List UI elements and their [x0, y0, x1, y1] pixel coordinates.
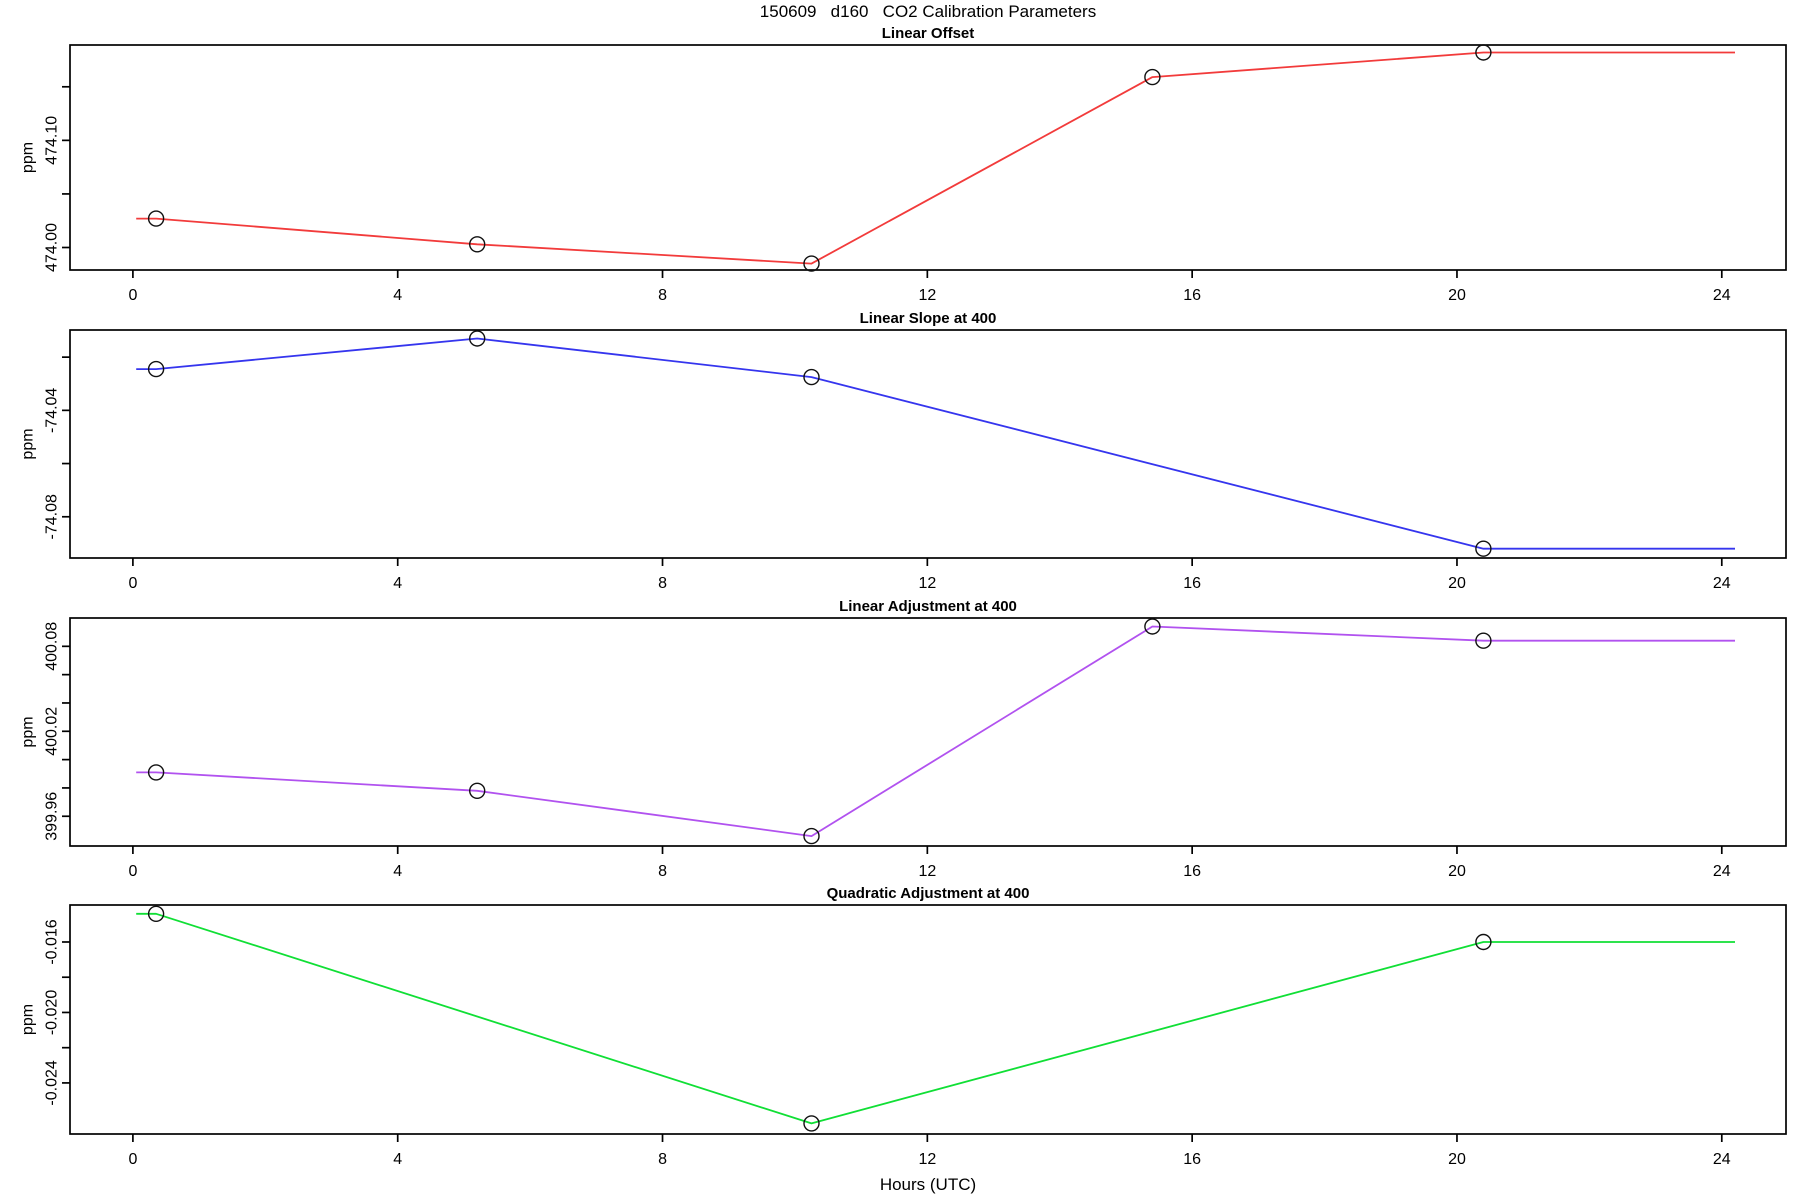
x-tick-label: 16: [1183, 287, 1201, 304]
data-point: [1475, 933, 1492, 951]
y-axis-unit-label: ppm: [20, 1004, 37, 1035]
x-tick-label: 4: [393, 1151, 402, 1168]
x-tick-label: 4: [393, 575, 402, 592]
data-point: [1475, 632, 1492, 649]
data-line: [136, 51, 1735, 265]
x-tick-label: 8: [658, 575, 667, 592]
data-point: [1144, 68, 1161, 86]
x-tick-label: 4: [393, 863, 402, 880]
y-tick-label: -0.024: [44, 1060, 61, 1105]
x-tick-label: 4: [393, 287, 402, 304]
y-tick-label: -74.04: [44, 388, 61, 433]
data-point: [803, 255, 820, 272]
figure-title: 150609 d160 CO2 Calibration Parameters: [760, 2, 1096, 21]
x-tick-label: 20: [1448, 1151, 1466, 1168]
x-tick-label: 0: [128, 287, 137, 304]
y-axis-unit-label: ppm: [20, 142, 37, 173]
panel-1: Linear Offset 474.00 474.10 ppm 0 4 8 12 16 20 24: [20, 25, 1787, 304]
data-line: [136, 625, 1735, 837]
data-point: [469, 330, 486, 347]
panel-box: [69, 44, 1787, 271]
data-point: [1144, 618, 1161, 635]
data-point: [803, 368, 820, 386]
y-axis-unit-label: ppm: [20, 428, 37, 459]
data-point: [1475, 540, 1492, 557]
y-tick-label: 474.10: [44, 116, 61, 165]
x-tick-label: 8: [658, 863, 667, 880]
x-tick-label: 20: [1448, 863, 1466, 880]
y-tick-label: 474.00: [44, 223, 61, 272]
panel-box: [69, 617, 1787, 847]
panel-title: Linear Offset: [882, 25, 975, 42]
x-tick-label: 16: [1183, 1151, 1201, 1168]
data-point: [147, 210, 165, 227]
x-tick-label: 8: [658, 287, 667, 304]
data-point: [469, 782, 486, 799]
y-tick-label: 399.96: [44, 792, 61, 841]
data-line: [136, 912, 1735, 1125]
data-line: [136, 337, 1735, 550]
x-tick-label: 20: [1448, 575, 1466, 592]
y-axis-unit-label: ppm: [20, 716, 37, 747]
x-axis-label: Hours (UTC): [880, 1175, 976, 1194]
panel-box: [69, 904, 1787, 1135]
data-point: [147, 764, 165, 781]
x-tick-label: 12: [918, 575, 936, 592]
x-tick-label: 20: [1448, 287, 1466, 304]
x-tick-label: 24: [1713, 863, 1731, 880]
panel-box: [69, 329, 1787, 559]
x-tick-label: 24: [1713, 287, 1731, 304]
panel-title: Linear Adjustment at 400: [839, 598, 1017, 615]
x-tick-label: 12: [918, 287, 936, 304]
data-point: [147, 360, 165, 378]
data-point: [1475, 44, 1492, 61]
x-tick-label: 24: [1713, 575, 1731, 592]
panel-2: Linear Slope at 400 -74.08 -74.04 ppm 0 4 8 12 1…: [20, 310, 1787, 592]
y-tick-label: 400.08: [44, 622, 61, 671]
x-tick-label: 16: [1183, 863, 1201, 880]
x-tick-label: 0: [128, 575, 137, 592]
data-point: [147, 905, 165, 922]
data-point: [803, 827, 820, 845]
y-tick-label: -0.016: [44, 919, 61, 964]
x-tick-label: 24: [1713, 1151, 1731, 1168]
y-tick-label: 400.02: [44, 707, 61, 756]
x-tick-label: 12: [918, 863, 936, 880]
panel-3: Linear Adjustment at 400 399.96 400.02 400.…: [20, 598, 1787, 880]
x-tick-label: 0: [128, 1151, 137, 1168]
x-tick-label: 8: [658, 1151, 667, 1168]
panel-title: Linear Slope at 400: [860, 310, 997, 327]
y-tick-label: -0.020: [44, 990, 61, 1035]
x-tick-label: 0: [128, 863, 137, 880]
panel-4: Quadratic Adjustment at 400 -0.024 -0.020 -…: [20, 885, 1787, 1168]
data-point: [469, 236, 486, 253]
x-tick-label: 12: [918, 1151, 936, 1168]
x-tick-label: 16: [1183, 575, 1201, 592]
y-tick-label: -74.08: [44, 494, 61, 539]
data-point: [803, 1115, 820, 1132]
panel-title: Quadratic Adjustment at 400: [827, 885, 1030, 902]
